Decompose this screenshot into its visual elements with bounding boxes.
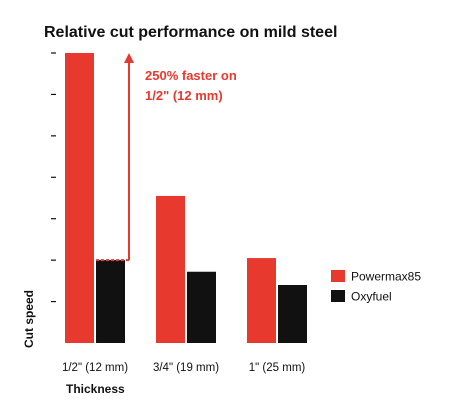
x-tick-label: 3/4" (19 mm) <box>153 362 219 374</box>
legend-swatch <box>331 290 345 302</box>
bars <box>65 53 307 343</box>
annotation: 250% faster on 1/2" (12 mm) <box>96 53 237 262</box>
y-axis <box>51 52 56 303</box>
legend-label: Powermax85 <box>351 270 421 284</box>
bar-group <box>247 258 307 343</box>
bar-group <box>65 53 125 343</box>
legend-label: Oxyfuel <box>351 290 392 304</box>
bar-oxyfuel <box>187 271 216 343</box>
bar-powermax85 <box>247 258 276 343</box>
bar-oxyfuel <box>278 285 307 343</box>
bar-powermax85 <box>65 53 94 343</box>
chart-title: Relative cut performance on mild steel <box>44 24 337 41</box>
legend-swatch <box>331 270 345 282</box>
bar-group <box>156 195 216 343</box>
y-axis-label: Cut speed <box>22 290 36 348</box>
annotation-arrowhead-icon <box>124 53 134 63</box>
annotation-text: 250% faster on <box>145 68 237 83</box>
legend: Powermax85 Oxyfuel <box>331 270 421 304</box>
bar-powermax85 <box>156 195 185 343</box>
annotation-text: 1/2" (12 mm) <box>145 88 223 103</box>
bar-oxyfuel <box>96 260 125 343</box>
x-axis-label: Thickness <box>66 382 125 396</box>
x-tick-labels: 1/2" (12 mm) 3/4" (19 mm) 1" (25 mm) <box>62 362 305 374</box>
x-tick-label: 1/2" (12 mm) <box>62 362 128 374</box>
x-tick-label: 1" (25 mm) <box>249 362 306 374</box>
